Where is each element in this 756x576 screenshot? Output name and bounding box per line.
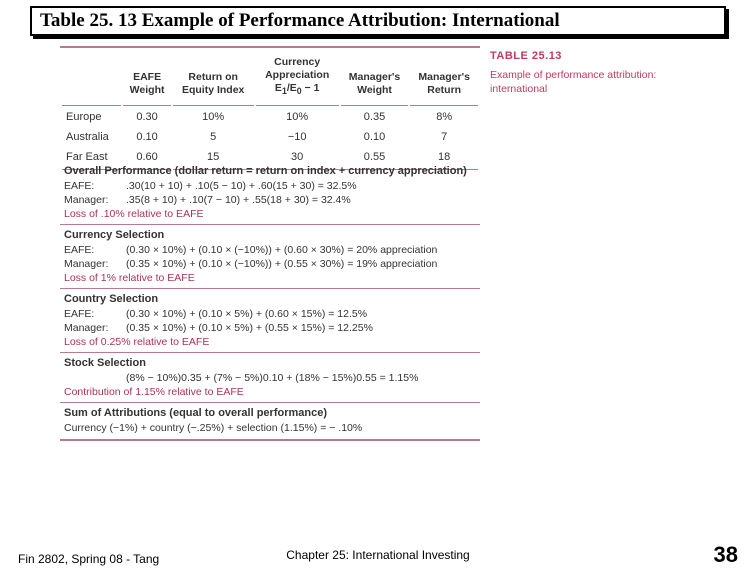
col-header: Manager'sWeight <box>341 50 409 106</box>
block-heading: Country Selection <box>64 293 480 305</box>
data-table: EAFEWeight Return onEquity Index Currenc… <box>60 46 480 172</box>
calc-line: EAFE:(0.30 × 10%) + (0.10 × 5%) + (0.60 … <box>64 307 480 321</box>
figure: EAFEWeight Return onEquity Index Currenc… <box>50 46 706 533</box>
footer-center: Chapter 25: International Investing <box>0 548 756 562</box>
cell: Europe <box>62 108 121 126</box>
col-header: CurrencyAppreciationE1/E0 − 1 <box>256 50 339 106</box>
calc-line: (8% − 10%)0.35 + (7% − 5%)0.10 + (18% − … <box>64 371 480 385</box>
calc: (0.30 × 10%) + (0.10 × 5%) + (0.60 × 15%… <box>126 308 367 320</box>
country-block: Country Selection EAFE:(0.30 × 10%) + (0… <box>60 289 480 353</box>
cell: 10% <box>173 108 254 126</box>
sum-block: Sum of Attributions (equal to overall pe… <box>60 403 480 441</box>
calc-line: EAFE:.30(10 + 10) + .10(5 − 10) + .60(15… <box>64 179 480 193</box>
cell: 10% <box>256 108 339 126</box>
calc-line: Manager:(0.35 × 10%) + (0.10 × 5%) + (0.… <box>64 321 480 335</box>
calc-line: Currency (−1%) + country (−.25%) + selec… <box>64 421 480 435</box>
table-number: TABLE 25.13 <box>490 50 660 62</box>
calc: .35(8 + 10) + .10(7 − 10) + .55(18 + 30)… <box>126 194 351 206</box>
col-header: Manager'sReturn <box>410 50 478 106</box>
calc: (0.35 × 10%) + (0.10 × (−10%)) + (0.55 ×… <box>126 258 437 270</box>
cell: 8% <box>410 108 478 126</box>
cell: Australia <box>62 128 121 146</box>
label: Manager: <box>64 322 126 334</box>
col-header: Return onEquity Index <box>173 50 254 106</box>
calc-line: Manager:.35(8 + 10) + .10(7 − 10) + .55(… <box>64 193 480 207</box>
col-header <box>62 50 121 106</box>
calc: .30(10 + 10) + .10(5 − 10) + .60(15 + 30… <box>126 180 357 192</box>
cell: 5 <box>173 128 254 146</box>
cell: 0.10 <box>123 128 170 146</box>
sidebar: TABLE 25.13 Example of performance attri… <box>490 46 660 96</box>
label: EAFE: <box>64 180 126 192</box>
footer: Fin 2802, Spring 08 - Tang Chapter 25: I… <box>0 546 756 566</box>
calc: (0.35 × 10%) + (0.10 × 5%) + (0.55 × 15%… <box>126 322 373 334</box>
calc-line: Manager:(0.35 × 10%) + (0.10 × (−10%)) +… <box>64 257 480 271</box>
table-caption: Example of performance attribution: inte… <box>490 68 660 96</box>
overall-block: Overall Performance (dollar return = ret… <box>60 161 480 225</box>
cell: 0.35 <box>341 108 409 126</box>
block-heading: Currency Selection <box>64 229 480 241</box>
table-row: Australia 0.10 5 −10 0.10 7 <box>62 128 478 146</box>
attribution-blocks: Overall Performance (dollar return = ret… <box>60 161 480 441</box>
block-heading: Sum of Attributions (equal to overall pe… <box>64 407 480 419</box>
currency-block: Currency Selection EAFE:(0.30 × 10%) + (… <box>60 225 480 289</box>
calc-line: EAFE:(0.30 × 10%) + (0.10 × (−10%)) + (0… <box>64 243 480 257</box>
calc: (0.30 × 10%) + (0.10 × (−10%)) + (0.60 ×… <box>126 244 437 256</box>
label: Manager: <box>64 194 126 206</box>
page-title: Table 25. 13 Example of Performance Attr… <box>40 10 716 32</box>
table-header-row: EAFEWeight Return onEquity Index Currenc… <box>62 50 478 106</box>
stock-block: Stock Selection (8% − 10%)0.35 + (7% − 5… <box>60 353 480 403</box>
contribution: Loss of .10% relative to EAFE <box>64 207 480 220</box>
label: EAFE: <box>64 308 126 320</box>
contribution: Contribution of 1.15% relative to EAFE <box>64 385 480 398</box>
cell: −10 <box>256 128 339 146</box>
table-row: Europe 0.30 10% 10% 0.35 8% <box>62 108 478 126</box>
contribution: Loss of 0.25% relative to EAFE <box>64 335 480 348</box>
page-number: 38 <box>714 542 738 568</box>
slide: Table 25. 13 Example of Performance Attr… <box>0 0 756 576</box>
block-heading: Overall Performance (dollar return = ret… <box>64 165 480 177</box>
block-heading: Stock Selection <box>64 357 480 369</box>
contribution: Loss of 1% relative to EAFE <box>64 271 480 284</box>
col-header: EAFEWeight <box>123 50 170 106</box>
cell: 0.10 <box>341 128 409 146</box>
label: EAFE: <box>64 244 126 256</box>
cell: 7 <box>410 128 478 146</box>
label: Manager: <box>64 258 126 270</box>
cell: 0.30 <box>123 108 170 126</box>
title-box: Table 25. 13 Example of Performance Attr… <box>30 6 726 36</box>
